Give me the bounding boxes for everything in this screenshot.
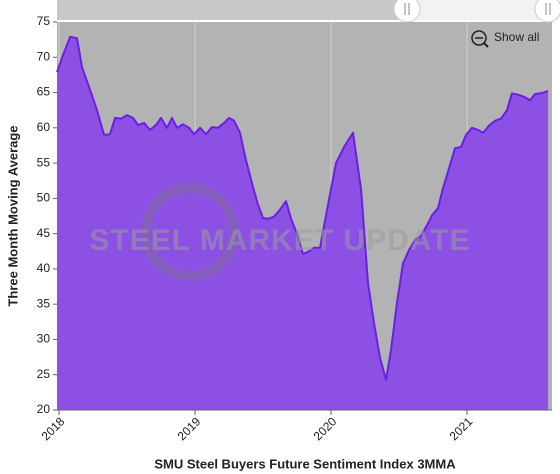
navigator-track: [57, 0, 407, 20]
show-all-label[interactable]: Show all: [494, 30, 539, 44]
y-tick-label: 50: [37, 191, 51, 205]
x-axis-title: SMU Steel Buyers Future Sentiment Index …: [154, 456, 456, 471]
area: [57, 36, 549, 411]
navigator-handle-left[interactable]: [393, 0, 421, 23]
y-tick-label: 60: [37, 120, 51, 134]
line: [56, 35, 549, 381]
x-tick-label: 2018: [39, 414, 68, 443]
navigator-handle-right[interactable]: [534, 0, 560, 23]
y-tick-label: 70: [37, 49, 51, 63]
x-tick-label: 2020: [311, 414, 340, 443]
range-navigator: [57, 0, 560, 23]
navigator-window: [407, 0, 548, 20]
series-layer: [56, 35, 549, 411]
y-tick-label: 45: [37, 226, 51, 240]
axes: 20 25 30 35 40 45 50 55 60 65 70 75 2018 2019 2020 2021: [37, 14, 552, 443]
watermark: STEEL MARKET UPDATE: [89, 224, 470, 257]
y-tick-label: 55: [37, 155, 51, 169]
watermark-logo: [141, 183, 239, 281]
y-tick-label: 75: [37, 14, 51, 28]
y-tick-label: 65: [37, 85, 51, 99]
show-all-button[interactable]: Show all: [471, 30, 539, 48]
y-tick-label: 20: [37, 402, 51, 416]
y-axis-title: Three Month Moving Average: [5, 125, 20, 306]
y-tick-label: 35: [37, 296, 51, 310]
x-tick-label: 2019: [175, 414, 204, 443]
x-tick-label: 2021: [447, 414, 476, 443]
y-tick-label: 30: [37, 332, 51, 346]
y-tick-label: 40: [37, 261, 51, 275]
y-tick-label: 25: [37, 367, 51, 381]
